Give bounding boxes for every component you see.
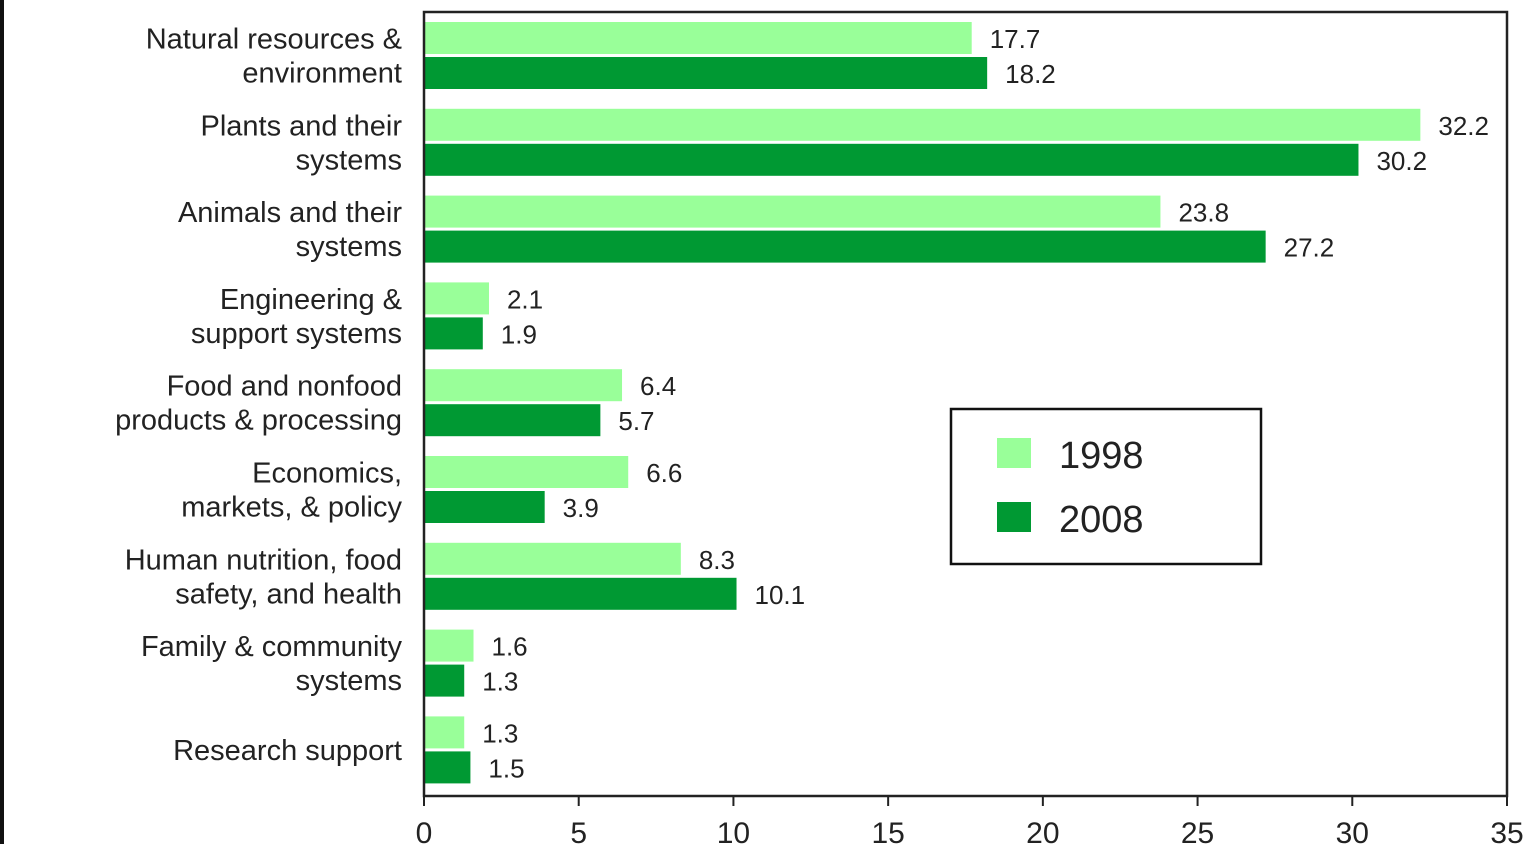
bar-1998-5 — [424, 456, 629, 488]
x-tick-label-7: 35 — [1490, 817, 1523, 844]
category-label-7-line-0: Family & community — [141, 631, 403, 663]
value-label-1998-3: 2.1 — [507, 284, 543, 314]
value-labels-layer: 17.7 18.2 32.2 30.2 23.8 27.2 2.1 1.9 6.4 5.7 6.6 3… — [482, 24, 1489, 783]
category-label-7-line-1: systems — [296, 665, 402, 697]
value-label-2008-8: 1.5 — [488, 753, 524, 783]
category-label-5-line-0: Economics, — [252, 458, 402, 490]
bar-1998-6 — [424, 542, 681, 575]
value-label-2008-6: 10.1 — [755, 580, 806, 610]
x-axis-ticks: 0 5 10 15 20 25 30 35 — [416, 796, 1524, 844]
x-tick-label-1: 5 — [570, 817, 587, 844]
category-label-0-line-0: Natural resources & — [146, 24, 402, 56]
bar-2008-5 — [424, 491, 545, 523]
bar-2008-6 — [424, 577, 737, 610]
bar-1998-4 — [424, 369, 623, 402]
bar-1998-8 — [424, 716, 465, 749]
bar-2008-1 — [424, 143, 1359, 176]
plot-area-border — [422, 10, 1509, 798]
value-label-1998-5: 6.6 — [646, 458, 682, 488]
value-label-2008-3: 1.9 — [501, 319, 537, 349]
x-tick-label-5: 25 — [1181, 817, 1214, 844]
legend-box — [949, 407, 1263, 566]
value-label-1998-1: 32.2 — [1438, 111, 1489, 141]
legend-label-1998: 1998 — [1059, 435, 1144, 477]
x-tick-label-4: 20 — [1026, 817, 1059, 844]
bar-1998-0 — [424, 22, 972, 54]
category-label-4-line-1: products & processing — [115, 405, 402, 437]
category-label-3-line-1: support systems — [191, 318, 402, 350]
value-label-1998-7: 1.6 — [492, 632, 528, 662]
x-tick-label-3: 15 — [871, 817, 904, 844]
bar-2008-2 — [424, 230, 1266, 263]
category-label-4-line-0: Food and nonfood — [167, 371, 402, 403]
legend-swatch-1998 — [997, 438, 1031, 468]
value-label-2008-4: 5.7 — [618, 406, 654, 436]
bar-2008-0 — [424, 57, 988, 89]
x-tick-label-6: 30 — [1336, 817, 1369, 844]
x-tick-label-0: 0 — [416, 817, 433, 844]
value-label-1998-6: 8.3 — [699, 545, 735, 575]
legend-label-2008: 2008 — [1059, 499, 1144, 541]
bar-2008-8 — [424, 751, 471, 784]
value-label-2008-2: 27.2 — [1284, 233, 1335, 263]
legend: 1998 2008 — [949, 407, 1263, 566]
bar-1998-1 — [424, 108, 1421, 141]
bar-chart: 17.7 18.2 32.2 30.2 23.8 27.2 2.1 1.9 6.4 5.7 6.6 3… — [115, 10, 1524, 844]
bar-2008-7 — [424, 664, 465, 697]
value-label-2008-7: 1.3 — [482, 667, 518, 697]
category-label-2-line-1: systems — [296, 231, 402, 263]
value-label-1998-0: 17.7 — [990, 24, 1041, 54]
value-label-1998-4: 6.4 — [640, 371, 676, 401]
category-label-6-line-0: Human nutrition, food — [125, 544, 402, 576]
category-label-1-line-0: Plants and their — [200, 110, 402, 142]
category-label-8-line-0: Research support — [173, 735, 402, 767]
category-label-6-line-1: safety, and health — [175, 578, 402, 610]
category-label-1-line-1: systems — [296, 144, 402, 176]
category-label-2-line-0: Animals and their — [178, 197, 402, 229]
category-labels-layer: Natural resources &environment Plants and… — [115, 24, 402, 767]
value-label-1998-8: 1.3 — [482, 718, 518, 748]
axes-layer — [422, 10, 1509, 798]
bar-2008-4 — [424, 404, 601, 437]
bars-layer — [424, 22, 1421, 784]
legend-swatch-2008 — [997, 502, 1031, 532]
value-label-2008-1: 30.2 — [1376, 146, 1427, 176]
bar-1998-2 — [424, 195, 1161, 228]
x-tick-label-2: 10 — [717, 817, 750, 844]
category-label-0-line-1: environment — [242, 58, 402, 90]
category-label-5-line-1: markets, & policy — [181, 492, 402, 524]
value-label-2008-5: 3.9 — [563, 493, 599, 523]
bar-1998-7 — [424, 629, 474, 662]
category-label-3-line-0: Engineering & — [220, 284, 402, 316]
bar-2008-3 — [424, 317, 483, 350]
value-label-1998-2: 23.8 — [1178, 198, 1229, 228]
bar-1998-3 — [424, 282, 489, 315]
value-label-2008-0: 18.2 — [1005, 59, 1056, 89]
